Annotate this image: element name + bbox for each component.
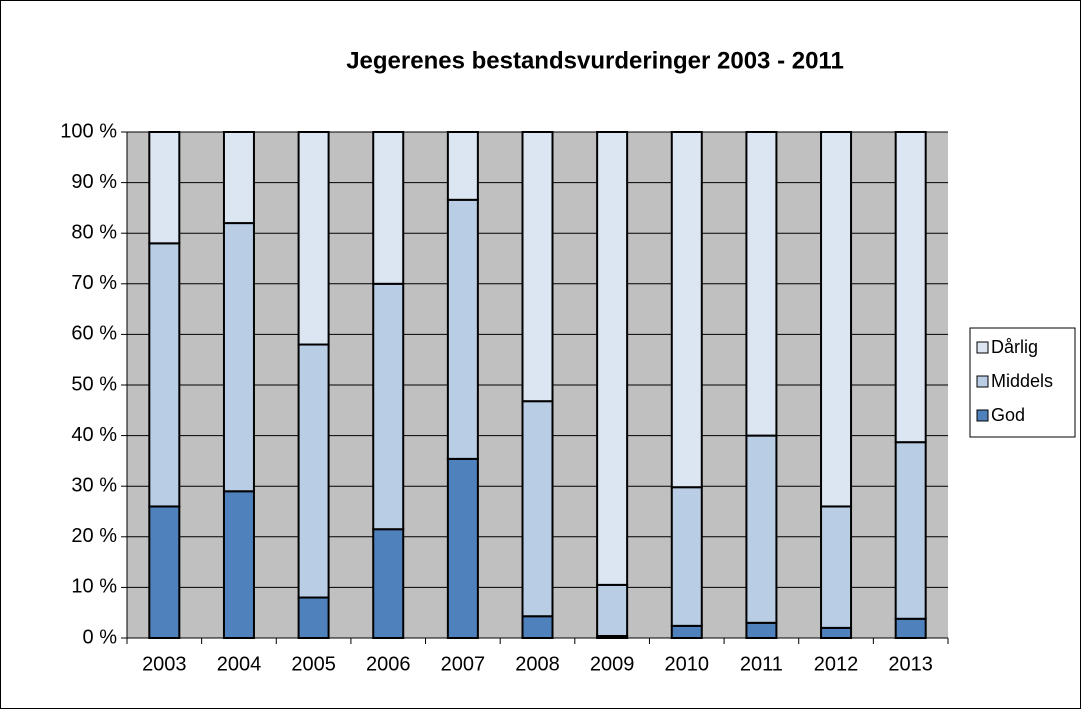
bar-segment xyxy=(148,505,181,639)
bar-segment xyxy=(596,583,629,637)
bar-segment xyxy=(148,131,181,245)
bar-segment xyxy=(372,528,405,640)
chart-title: Jegerenes bestandsvurderinger 2003 - 201… xyxy=(346,47,844,74)
bar-segment xyxy=(820,131,853,508)
bar-segment xyxy=(521,615,554,640)
x-tick-label: 2005 xyxy=(291,653,336,675)
bar-segment xyxy=(521,131,554,403)
x-tick-label: 2004 xyxy=(217,653,262,675)
bar-segment xyxy=(820,505,853,629)
bar-segment xyxy=(297,596,330,640)
y-tick-label: 10 % xyxy=(71,576,117,598)
legend-swatch xyxy=(976,375,989,388)
bar-segment xyxy=(820,626,853,640)
y-tick-label: 90 % xyxy=(71,171,117,193)
y-tick-label: 60 % xyxy=(71,323,117,345)
bar-segment xyxy=(596,131,629,586)
y-tick-label: 70 % xyxy=(71,272,117,294)
legend-label: Middels xyxy=(991,371,1053,391)
legend-label: Dårlig xyxy=(991,337,1038,357)
bar-segment xyxy=(372,282,405,531)
bar-segment xyxy=(894,131,927,444)
bar-segment xyxy=(148,242,181,508)
y-tick-label: 50 % xyxy=(71,373,117,395)
bar-segment xyxy=(670,486,703,627)
bar-segment xyxy=(745,621,778,640)
bar-segment xyxy=(521,400,554,618)
bar-segment xyxy=(670,131,703,489)
y-tick-label: 20 % xyxy=(71,525,117,547)
x-tick-label: 2011 xyxy=(740,653,783,675)
bar-segment xyxy=(894,441,927,620)
bar-segment xyxy=(372,131,405,285)
bar-segment xyxy=(297,343,330,599)
y-tick-label: 100 % xyxy=(60,120,117,142)
x-tick-label: 2012 xyxy=(814,653,859,675)
x-tick-label: 2006 xyxy=(366,653,411,675)
bar-segment xyxy=(446,457,479,639)
bar-segment xyxy=(222,490,255,640)
x-tick-label: 2013 xyxy=(888,653,933,675)
bar-segment xyxy=(446,198,479,460)
x-tick-label: 2007 xyxy=(441,653,486,675)
y-tick-label: 30 % xyxy=(71,474,117,496)
bar-segment xyxy=(446,131,479,201)
bar-segment xyxy=(222,222,255,493)
x-tick-label: 2008 xyxy=(515,653,560,675)
x-tick-label: 2003 xyxy=(142,653,187,675)
bar-segment xyxy=(894,617,927,639)
x-tick-label: 2010 xyxy=(665,653,710,675)
bar-segment xyxy=(670,624,703,640)
legend-swatch xyxy=(976,409,989,422)
legend-swatch xyxy=(976,341,989,354)
y-tick-label: 80 % xyxy=(71,221,117,243)
y-tick-label: 0 % xyxy=(83,626,118,648)
bar-segment xyxy=(745,434,778,624)
bar-segment xyxy=(222,131,255,225)
y-tick-label: 40 % xyxy=(71,424,117,446)
x-tick-label: 2009 xyxy=(590,653,635,675)
legend-label: God xyxy=(991,405,1025,425)
bar-segment xyxy=(745,131,778,437)
bar-segment xyxy=(297,131,330,346)
